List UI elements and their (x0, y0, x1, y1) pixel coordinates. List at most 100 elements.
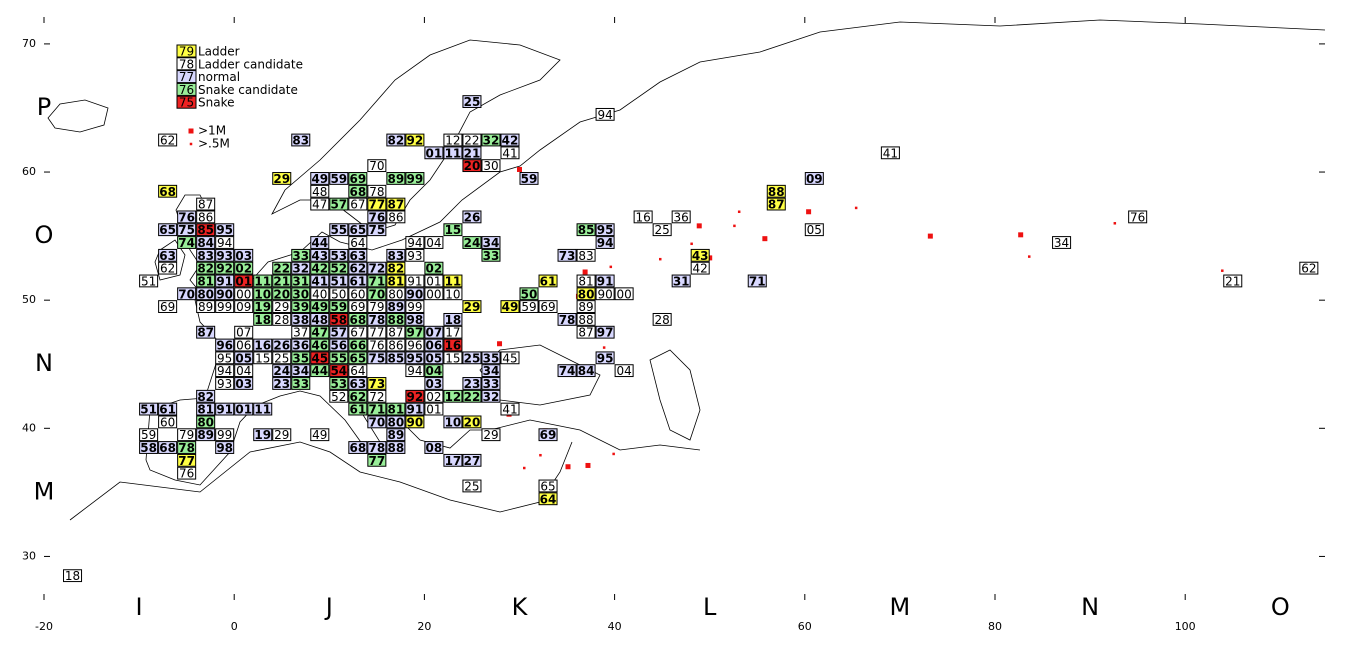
cell-label: 48 (311, 313, 328, 327)
cell-label: 83 (388, 249, 405, 263)
cell-label: 62 (160, 134, 175, 148)
cell-label: 47 (311, 326, 328, 340)
grid-cell (405, 351, 425, 365)
cell-label: 02 (235, 262, 252, 276)
cell-label: 01 (235, 274, 252, 288)
cell-label: 63 (159, 249, 176, 263)
cell-label: 53 (330, 377, 347, 391)
cell-label: 39 (292, 300, 309, 314)
legend-sample: 76 (179, 83, 194, 97)
cell-label: 00 (426, 287, 441, 301)
zone-label: M (34, 477, 55, 505)
grid-cell (576, 248, 596, 262)
cell-label: 01 (426, 274, 441, 288)
grid-cell (1223, 274, 1243, 288)
grid-cell (196, 223, 216, 237)
cell-label: 43 (311, 249, 328, 263)
zone-label: I (136, 593, 143, 621)
cell-label: 57 (330, 198, 347, 212)
cell-label: 03 (426, 377, 443, 391)
cell-label: 90 (597, 287, 612, 301)
cell-label: 99 (407, 300, 422, 314)
grid-cell (177, 236, 197, 249)
cell-label: 32 (292, 262, 309, 276)
grid-cell (367, 338, 387, 352)
cell-label: 88 (388, 441, 405, 455)
grid-cell (348, 184, 368, 198)
grid-cell (462, 415, 482, 429)
grid-cell (462, 159, 482, 173)
cell-label: 01 (235, 403, 252, 417)
grid-cell (443, 415, 463, 429)
cell-label: 82 (388, 134, 405, 148)
grid-cell (310, 351, 330, 365)
grid-cell (500, 300, 520, 313)
cell-label: 78 (369, 185, 384, 199)
grid-cell (424, 274, 444, 288)
grid-cell (386, 351, 406, 365)
cell-label: 25 (655, 223, 670, 237)
grid-cell (405, 312, 425, 326)
grid-cell (234, 287, 254, 301)
cell-label: 09 (236, 300, 251, 314)
legend-swatch (176, 44, 197, 58)
cell-label: 69 (540, 428, 557, 442)
cell-label: 59 (521, 172, 538, 186)
y-tick-label: 60 (22, 165, 36, 178)
grid-cell (348, 236, 368, 249)
cell-label: 93 (407, 249, 422, 263)
grid-cell (215, 441, 235, 454)
cell-label: 82 (388, 262, 405, 276)
cell-label: 00 (616, 287, 631, 301)
grid-cell (652, 312, 672, 326)
grid-cell (386, 441, 406, 454)
grid-cell (386, 325, 406, 339)
grid-cell (177, 453, 197, 467)
cell-label: 87 (388, 326, 403, 340)
cell-label: 80 (197, 415, 214, 429)
cell-label: 46 (311, 339, 328, 353)
grid-cell (348, 351, 368, 365)
city (1221, 269, 1224, 272)
grid-cell (500, 402, 520, 416)
cell-label: 57 (330, 326, 347, 340)
city (1027, 255, 1031, 258)
grid-cell (177, 428, 197, 442)
cell-label: 87 (578, 326, 593, 340)
grid-cell (329, 351, 349, 365)
grid-cell (215, 223, 235, 237)
cell-label: 76 (178, 210, 195, 224)
grid-cell (405, 300, 425, 313)
grid-cell (481, 159, 501, 173)
grid-cell (234, 248, 254, 262)
cell-label: 33 (483, 249, 500, 263)
cell-label: 73 (368, 377, 385, 391)
grid-cell (329, 274, 349, 288)
cell-label: 28 (274, 313, 289, 327)
grid-cell (329, 287, 349, 301)
grid-cell (519, 300, 539, 313)
cell-label: 99 (407, 172, 424, 186)
grid-cell (386, 248, 406, 262)
legend-sample: 77 (179, 70, 194, 84)
grid-cell (272, 312, 292, 326)
cell-label: 91 (407, 274, 422, 288)
grid-cell (652, 223, 672, 237)
grid-cell (348, 325, 368, 339)
grid-cell (500, 133, 520, 147)
continent-north (145, 19, 1326, 461)
cell-label: 91 (216, 274, 233, 288)
x-tick-label: 20 (417, 620, 431, 633)
cell-label: 68 (349, 441, 366, 455)
grid-cell (367, 287, 387, 301)
city (733, 224, 736, 228)
city (806, 209, 812, 215)
grid-cell (158, 402, 178, 416)
x-tick-label: -20 (35, 620, 53, 633)
cell-label: 72 (369, 390, 384, 404)
grid-cell (614, 364, 634, 378)
cell-label: 32 (483, 390, 500, 404)
cell-label: 59 (141, 428, 156, 442)
cell-label: 04 (426, 364, 443, 378)
grid-cell (272, 428, 292, 442)
